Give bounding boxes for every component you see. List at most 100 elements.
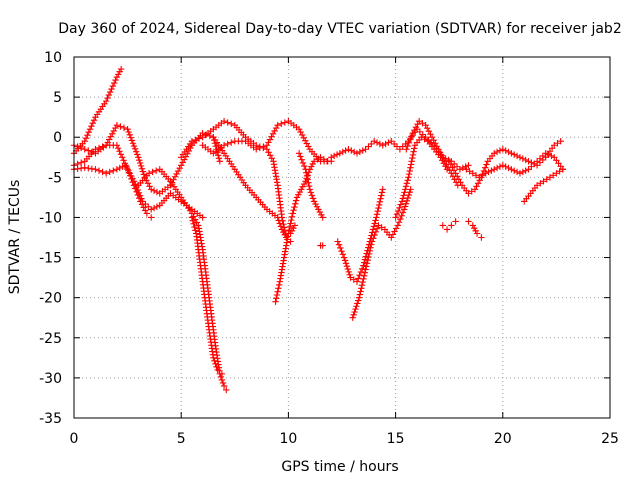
data-point [265,139,272,146]
data-point [519,168,527,176]
series-track-i [210,134,299,241]
data-point [508,150,515,157]
series-track-o [392,134,451,221]
data-point [77,144,85,152]
data-point [266,152,274,159]
data-point [174,167,182,175]
data-point [135,154,142,161]
data-point [418,134,425,141]
data-point [397,215,404,223]
data-point [147,186,155,193]
data-point [287,220,294,227]
data-point [474,180,482,187]
data-point [357,288,364,295]
data-point [375,204,382,212]
data-point [299,159,307,167]
data-point [371,231,378,239]
y-tick-label: -35 [39,411,62,427]
data-point [285,226,293,234]
data-point [106,168,113,176]
data-point [368,238,376,245]
data-point [119,154,126,161]
data-point [113,121,121,129]
data-point [288,216,295,224]
data-point [147,214,155,221]
grid-lines [74,57,610,418]
data-point [301,162,308,170]
data-point [105,91,113,99]
data-point [537,180,544,187]
data-point [352,305,359,313]
data-point [142,207,149,214]
plot-frame [73,56,611,419]
data-point [496,163,504,170]
data-point [111,79,118,87]
data-point [513,168,521,176]
data-point [355,294,363,301]
data-point [414,120,421,128]
data-point [300,134,307,141]
data-point [153,188,161,196]
data-point [533,182,541,189]
data-point [445,156,452,164]
data-point [287,238,294,245]
data-point [382,140,389,148]
data-point [92,166,99,173]
data-point [138,165,146,172]
data-point [224,140,231,148]
data-point [139,168,147,175]
data-point [358,281,366,289]
data-point [178,162,185,169]
data-point [549,172,557,179]
data-point [393,211,401,218]
data-point [419,119,426,127]
data-point [95,167,103,174]
data-point [127,134,135,141]
data-point [353,278,361,285]
data-point [271,127,278,135]
series-track-d [70,162,206,221]
data-point [99,143,106,150]
data-point [403,146,410,153]
data-point [407,164,414,171]
data-point [345,146,352,153]
x-tick-label: 0 [70,431,79,447]
series-track-c [70,142,155,221]
data-point [360,275,367,283]
chart-title: Day 360 of 2024, Sidereal Day-to-day VTE… [58,21,621,37]
data-point [115,145,122,152]
data-point [192,227,199,234]
data-point [190,213,197,220]
series-track-k [295,150,326,221]
data-point [81,138,88,145]
data-point [224,119,231,126]
data-point [407,186,414,193]
data-point [320,156,327,163]
data-point [153,203,161,210]
data-point [305,182,313,190]
y-tick-label: 5 [53,90,62,106]
data-point [117,151,125,158]
data-point [130,142,138,150]
data-point [376,198,384,206]
data-point [330,152,338,160]
data-point [303,140,310,147]
y-tick-label: 0 [53,130,62,146]
data-point [298,156,305,163]
series-track-q [446,138,564,197]
data-point [302,166,309,173]
y-axis-label: SDTVAR / TECUs [7,180,23,295]
data-point [86,126,94,133]
data-point [82,135,90,142]
data-point [273,291,281,299]
data-point [116,164,123,172]
data-point [214,366,221,374]
data-point [525,158,532,165]
data-point [273,295,280,302]
data-point [482,164,489,171]
data-point [405,139,413,147]
data-point [354,300,361,307]
data-point [333,151,341,158]
data-point [344,265,352,273]
x-tick-labels: 0 5 10 15 20 25 [70,431,619,447]
